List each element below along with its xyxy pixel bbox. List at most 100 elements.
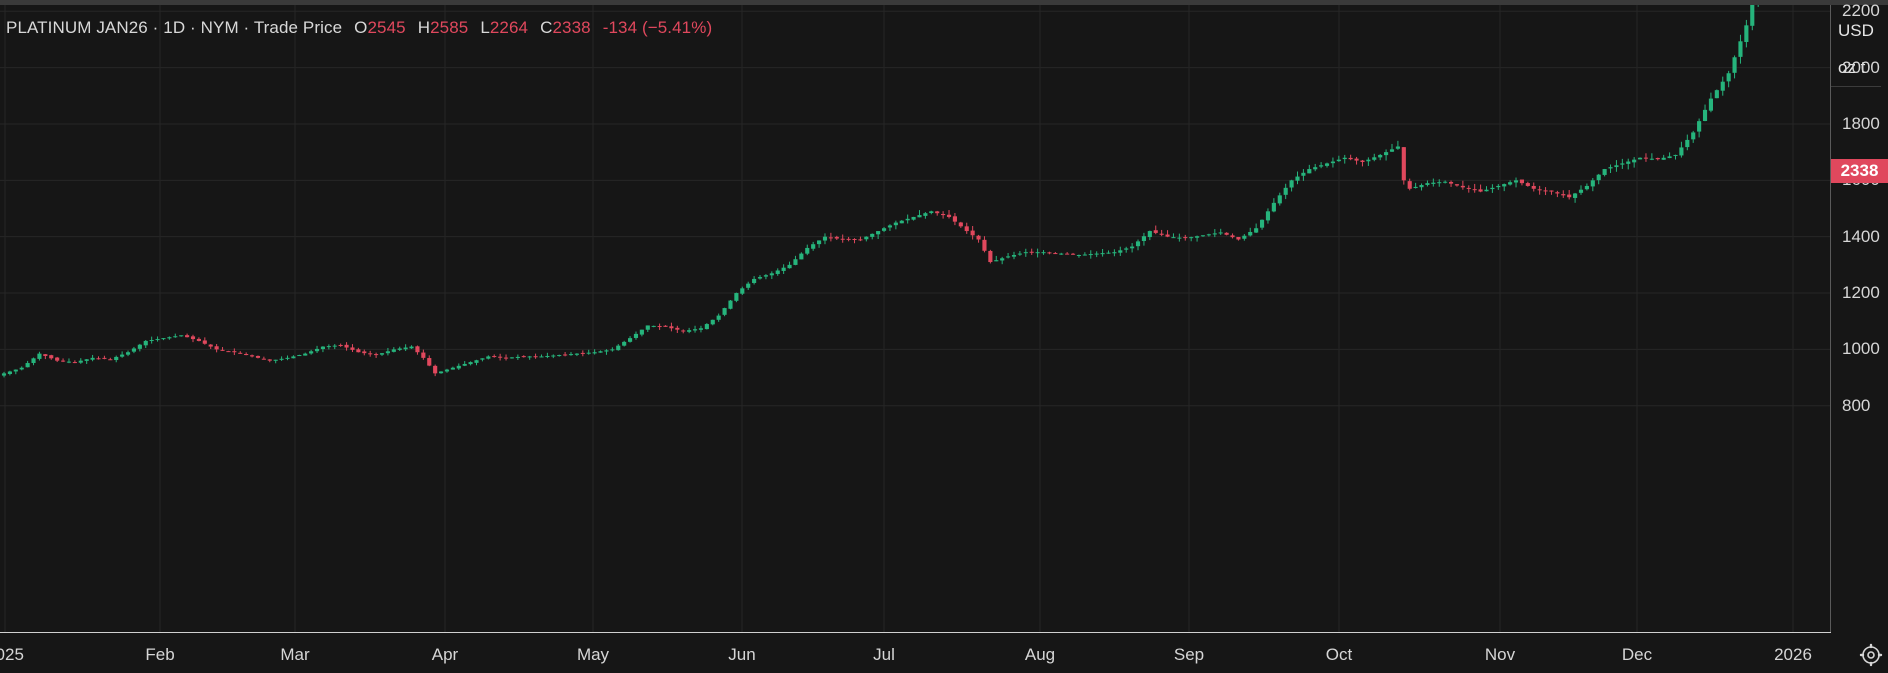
interval[interactable]: 1D — [163, 18, 186, 37]
candle-up — [1431, 182, 1436, 184]
candle-up — [1750, 5, 1755, 26]
candle-down — [356, 349, 361, 353]
candle-up — [929, 211, 934, 214]
candle-down — [663, 325, 668, 327]
time-tick-label: Mar — [280, 645, 310, 664]
candle-up — [1059, 253, 1064, 255]
symbol-name[interactable]: PLATINUM JAN26 — [6, 18, 148, 37]
candle-up — [1425, 183, 1430, 185]
candle-up — [1573, 193, 1578, 198]
candle-up — [639, 329, 644, 335]
high-value: 2585 — [430, 18, 469, 37]
candle-up — [881, 228, 887, 231]
candle-up — [1277, 195, 1282, 204]
candle-down — [1519, 179, 1525, 184]
time-tick-label: Feb — [145, 645, 175, 664]
low-value: 2264 — [489, 18, 529, 37]
candle-up — [722, 308, 727, 315]
candle-up — [1378, 154, 1383, 158]
candle-up — [1011, 254, 1017, 257]
candle-down — [1224, 232, 1229, 235]
candle-up — [1212, 233, 1217, 235]
candle-up — [1195, 236, 1200, 238]
candle-down — [102, 357, 107, 359]
candle-down — [1472, 189, 1477, 191]
price-tick-label: 1800 — [1842, 113, 1880, 133]
candle-up — [1206, 234, 1211, 236]
candle-up — [592, 352, 597, 354]
candle-up — [917, 215, 922, 218]
candle-up — [923, 213, 928, 216]
candle-up — [557, 355, 562, 357]
candle-down — [108, 359, 113, 361]
unit-button[interactable]: oz t — [1831, 49, 1881, 87]
candle-down — [1183, 237, 1188, 239]
candle-up — [285, 357, 290, 359]
candle-up — [1135, 241, 1141, 247]
candlestick-chart[interactable] — [0, 5, 1830, 632]
candle-down — [1549, 190, 1554, 192]
candle-up — [610, 349, 615, 351]
candle-up — [403, 347, 408, 350]
candle-up — [1336, 159, 1341, 162]
candle-down — [503, 357, 509, 359]
candle-up — [1124, 248, 1129, 250]
candle-up — [1313, 167, 1318, 170]
candle-down — [344, 344, 349, 348]
candle-up — [167, 337, 172, 339]
candle-up — [37, 353, 42, 359]
candle-up — [1626, 161, 1631, 164]
candle-up — [173, 336, 178, 338]
candle-down — [498, 356, 503, 358]
time-tick-label: 2025 — [0, 645, 24, 664]
candle-up — [1330, 161, 1335, 164]
candle-up — [781, 267, 786, 271]
candle-up — [692, 329, 698, 331]
candle-up — [1076, 254, 1082, 256]
candle-up — [314, 348, 320, 352]
candle-down — [185, 335, 190, 338]
candle-up — [822, 236, 828, 241]
legend-header: PLATINUM JAN26 · 1D · NYM · Trade Price O… — [6, 18, 713, 37]
candle-up — [444, 369, 450, 372]
candle-down — [368, 353, 373, 355]
candle-down — [1165, 234, 1170, 237]
candle-up — [687, 330, 692, 332]
candle-up — [462, 363, 467, 366]
candle-down — [244, 353, 249, 356]
chart-pane[interactable] — [0, 5, 1830, 632]
low-label: L — [480, 18, 490, 37]
candle-down — [96, 358, 101, 360]
candle-up — [574, 353, 579, 355]
candle-down — [249, 355, 255, 357]
candle-down — [196, 338, 201, 341]
candle-up — [409, 346, 414, 349]
candle-down — [834, 236, 839, 239]
candle-down — [1236, 236, 1241, 240]
candle-up — [1017, 253, 1022, 255]
candle-up — [1295, 176, 1300, 181]
candle-down — [681, 330, 686, 332]
candle-up — [698, 328, 704, 330]
currency-button[interactable]: USD — [1831, 12, 1881, 50]
candle-up — [397, 348, 402, 350]
candle-up — [1254, 228, 1259, 233]
candle-up — [1590, 180, 1595, 187]
candle-down — [1460, 185, 1465, 188]
close-label: C — [540, 18, 553, 37]
open-value: 2545 — [367, 18, 406, 37]
settings-gear-icon[interactable] — [1858, 642, 1884, 668]
time-tick-label: Jun — [728, 645, 756, 664]
price-type: Trade Price — [253, 18, 343, 37]
candle-up — [651, 325, 656, 327]
candle-up — [887, 225, 893, 228]
candle-up — [25, 363, 30, 368]
candle-up — [1637, 157, 1643, 160]
candle-up — [586, 352, 591, 354]
candle-up — [1319, 165, 1324, 167]
candle-up — [769, 273, 774, 276]
candle-up — [598, 351, 603, 353]
candle-down — [1531, 185, 1536, 189]
candle-up — [1395, 146, 1400, 149]
candle-up — [385, 351, 390, 354]
